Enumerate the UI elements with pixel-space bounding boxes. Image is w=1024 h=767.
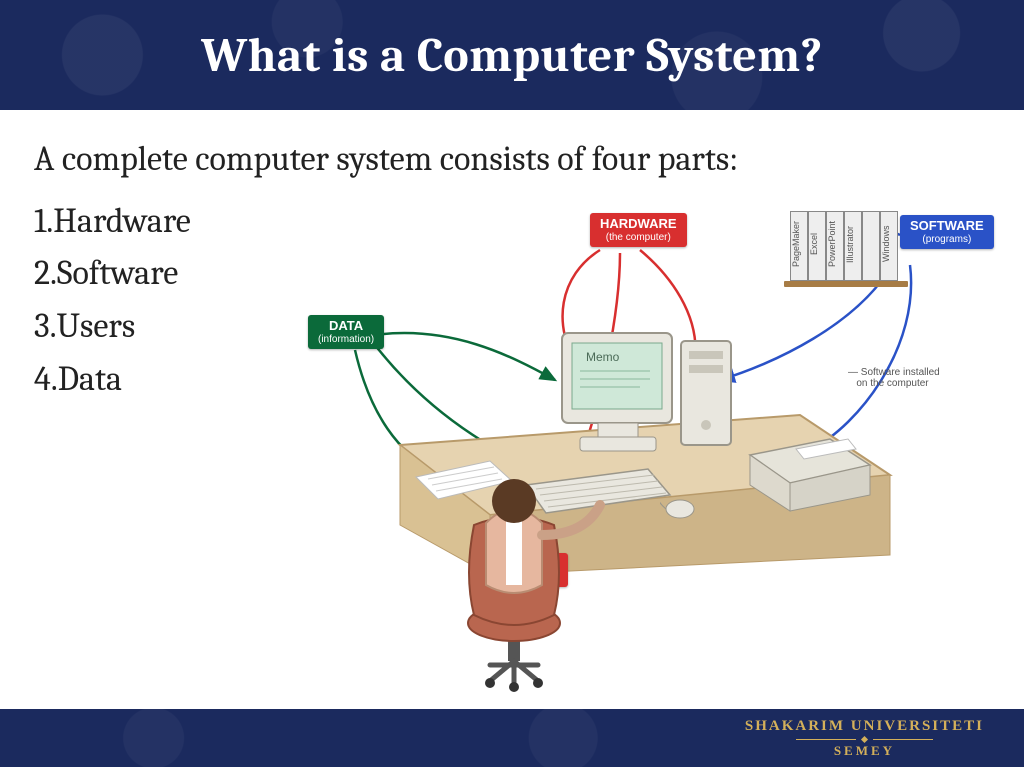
badge-title: SOFTWARE — [910, 219, 984, 234]
tower-icon — [675, 335, 745, 455]
book-spine: Windows — [880, 211, 898, 281]
hardware-badge: HARDWARE (the computer) — [590, 213, 687, 247]
book-spine: Excel — [808, 211, 826, 281]
badge-sub: (programs) — [910, 234, 984, 246]
printer-icon — [740, 425, 880, 515]
book-spine — [862, 211, 880, 281]
software-books: PageMaker Excel PowerPoint Illustrator W… — [790, 211, 910, 301]
computer-system-diagram: Memo — [300, 205, 1000, 695]
book-spine: Illustrator — [844, 211, 862, 281]
monitor-icon: Memo — [550, 325, 690, 465]
intro-text: A complete computer system consists of f… — [34, 138, 934, 181]
divider-icon — [745, 737, 984, 742]
slide-title: What is a Computer System? — [201, 28, 823, 83]
badge-title: HARDWARE — [600, 217, 677, 232]
university-name: SHAKARIM UNIVERSITETI — [745, 718, 984, 735]
book-spine: PowerPoint — [826, 211, 844, 281]
footer-bar: SHAKARIM UNIVERSITETI SEMEY — [0, 709, 1024, 767]
shelf-icon — [784, 281, 908, 287]
svg-text:Memo: Memo — [586, 350, 620, 364]
badge-sub: (the computer) — [600, 232, 677, 244]
mouse-icon — [660, 495, 700, 523]
person-icon — [430, 465, 630, 695]
software-annotation: — Software installed on the computer — [848, 367, 940, 389]
city-name: SEMEY — [745, 743, 984, 759]
title-bar: What is a Computer System? — [0, 0, 1024, 110]
footer-branding: SHAKARIM UNIVERSITETI SEMEY — [745, 718, 984, 759]
software-badge: SOFTWARE (programs) — [900, 215, 994, 249]
slide: What is a Computer System? A complete co… — [0, 0, 1024, 767]
data-arrow — [375, 333, 555, 380]
book-spine: PageMaker — [790, 211, 808, 281]
badge-sub: (information) — [318, 334, 374, 346]
badge-title: DATA — [318, 319, 374, 334]
data-badge: DATA (information) — [308, 315, 384, 349]
